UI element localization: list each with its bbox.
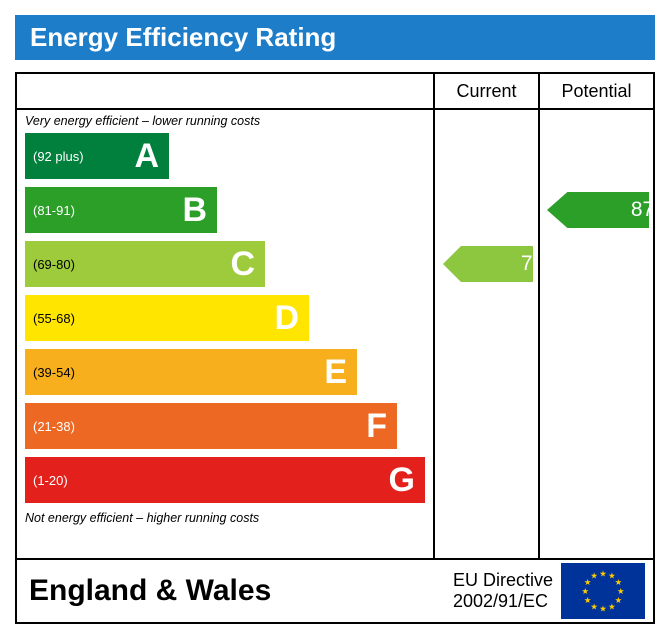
svg-text:★: ★ — [608, 571, 616, 581]
header-blank-cell — [17, 74, 433, 110]
svg-text:★: ★ — [617, 586, 625, 596]
band-a-letter: A — [134, 137, 159, 175]
band-d: (55-68) D — [25, 295, 309, 341]
eu-directive-line1: EU Directive — [452, 570, 553, 591]
band-d-letter: D — [274, 299, 299, 337]
band-c-letter: C — [230, 245, 255, 283]
band-e-range: (39-54) — [33, 364, 75, 380]
rating-table: Current Potential Very energy efficient … — [15, 72, 655, 624]
band-a-range: (92 plus) — [33, 148, 84, 164]
current-column — [433, 110, 538, 558]
band-e-letter: E — [324, 353, 347, 391]
footer: England & Wales EU Directive 2002/91/EC … — [17, 558, 653, 622]
potential-rating-value: 87 — [630, 198, 655, 221]
band-g-range: (1-20) — [33, 472, 68, 488]
svg-text:★: ★ — [582, 586, 590, 596]
band-f-letter: F — [366, 407, 387, 445]
band-d-range: (55-68) — [33, 310, 75, 326]
svg-text:★: ★ — [599, 568, 607, 578]
band-f: (21-38) F — [25, 403, 397, 449]
svg-text:★: ★ — [608, 601, 616, 611]
band-a: (92 plus) A — [25, 133, 169, 179]
band-c: (69-80) C — [25, 241, 265, 287]
current-rating-value: 71 — [520, 252, 545, 275]
eu-directive-label: EU Directive 2002/91/EC — [453, 570, 553, 611]
band-g: (1-20) G — [25, 457, 425, 503]
svg-text:★: ★ — [615, 595, 623, 605]
page-title: Energy Efficiency Rating — [30, 22, 337, 52]
bottom-note: Not energy efficient – higher running co… — [25, 511, 260, 525]
svg-text:★: ★ — [590, 571, 598, 581]
eu-flag-field — [561, 563, 645, 619]
band-c-range: (69-80) — [33, 256, 75, 272]
band-b-range: (81-91) — [33, 202, 75, 218]
svg-text:★: ★ — [590, 601, 598, 611]
band-f-range: (21-38) — [33, 418, 75, 434]
eu-directive-line2: 2002/91/EC — [452, 591, 549, 611]
potential-rating-marker: 87 — [547, 192, 649, 228]
current-rating-marker: 71 — [443, 246, 533, 282]
band-b-letter: B — [182, 191, 207, 229]
top-note: Very energy efficient – lower running co… — [25, 114, 261, 128]
region-label: England & Wales — [29, 574, 272, 607]
band-g-letter: G — [388, 461, 415, 499]
svg-text:★: ★ — [615, 577, 623, 587]
bands-area: Very energy efficient – lower running co… — [17, 110, 433, 558]
header-potential: Potential — [538, 74, 653, 110]
svg-text:★: ★ — [584, 577, 592, 587]
band-b: (81-91) B — [25, 187, 217, 233]
svg-text:★: ★ — [584, 595, 592, 605]
title-bar: Energy Efficiency Rating — [15, 15, 655, 60]
potential-column — [538, 110, 653, 558]
header-current: Current — [433, 74, 538, 110]
eu-flag-stars: ★ ★ ★ ★ ★ ★ ★ ★ ★ ★ ★ ★ — [582, 568, 625, 613]
svg-text:★: ★ — [599, 604, 607, 614]
eu-flag-icon: ★ ★ ★ ★ ★ ★ ★ ★ ★ ★ ★ ★ — [561, 563, 645, 619]
band-e: (39-54) E — [25, 349, 357, 395]
